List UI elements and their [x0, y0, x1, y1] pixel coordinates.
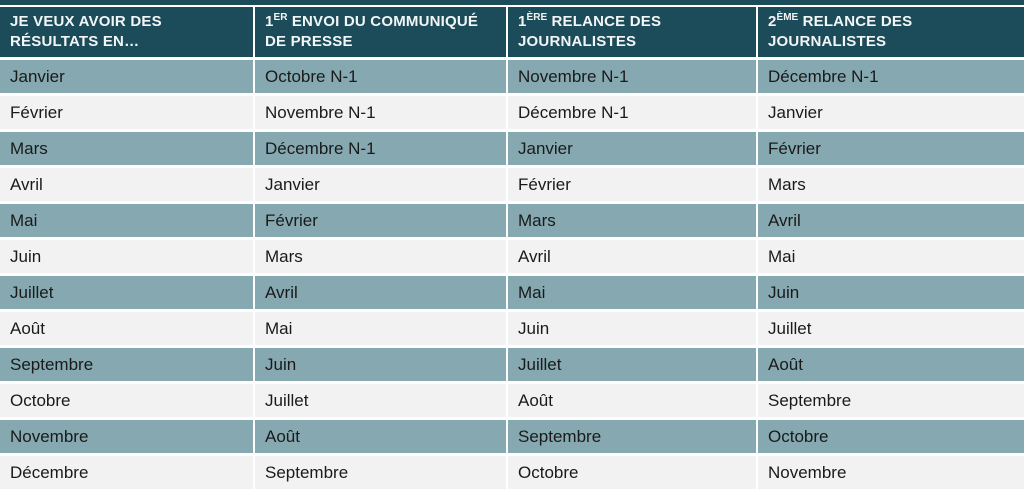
table-top-border	[0, 0, 1024, 5]
cell-result-month: Octobre	[0, 384, 255, 420]
header-text: 2	[768, 13, 777, 30]
cell-result-month: Juillet	[0, 276, 255, 312]
header-text: 1	[518, 13, 527, 30]
column-header-second-followup: 2ÈME RELANCE DES JOURNALISTES	[758, 7, 1024, 60]
cell-second-followup: Août	[758, 348, 1024, 384]
cell-first-followup: Mai	[508, 276, 758, 312]
header-superscript: ER	[273, 12, 288, 23]
table-row: Décembre Septembre Octobre Novembre	[0, 456, 1024, 492]
cell-first-followup: Février	[508, 168, 758, 204]
column-header-press-release-send: 1ER ENVOI DU COMMUNIQUÉ DE PRESSE	[255, 7, 508, 60]
cell-press-release-send: Octobre N-1	[255, 60, 508, 96]
cell-second-followup: Juin	[758, 276, 1024, 312]
cell-press-release-send: Juin	[255, 348, 508, 384]
table-row: Novembre Août Septembre Octobre	[0, 420, 1024, 456]
cell-result-month: Février	[0, 96, 255, 132]
header-superscript: ÈRE	[526, 12, 548, 23]
table-row: Janvier Octobre N-1 Novembre N-1 Décembr…	[0, 60, 1024, 96]
cell-press-release-send: Novembre N-1	[255, 96, 508, 132]
cell-result-month: Septembre	[0, 348, 255, 384]
table-row: Février Novembre N-1 Décembre N-1 Janvie…	[0, 96, 1024, 132]
table-row: Août Mai Juin Juillet	[0, 312, 1024, 348]
cell-press-release-send: Mai	[255, 312, 508, 348]
table-row: Juin Mars Avril Mai	[0, 240, 1024, 276]
cell-press-release-send: Décembre N-1	[255, 132, 508, 168]
cell-second-followup: Mai	[758, 240, 1024, 276]
column-header-results-month: JE VEUX AVOIR DES RÉSULTATS EN…	[0, 7, 255, 60]
press-results-calendar-table: JE VEUX AVOIR DES RÉSULTATS EN… 1ER ENVO…	[0, 7, 1024, 492]
table-row: Juillet Avril Mai Juin	[0, 276, 1024, 312]
cell-first-followup: Mars	[508, 204, 758, 240]
cell-second-followup: Février	[758, 132, 1024, 168]
table-body: Janvier Octobre N-1 Novembre N-1 Décembr…	[0, 60, 1024, 492]
column-header-first-followup: 1ÈRE RELANCE DES JOURNALISTES	[508, 7, 758, 60]
header-superscript: ÈME	[776, 12, 799, 23]
cell-first-followup: Novembre N-1	[508, 60, 758, 96]
cell-result-month: Août	[0, 312, 255, 348]
table-row: Mars Décembre N-1 Janvier Février	[0, 132, 1024, 168]
header-text: RELANCE DES JOURNALISTES	[518, 13, 662, 50]
cell-first-followup: Juin	[508, 312, 758, 348]
table-row: Avril Janvier Février Mars	[0, 168, 1024, 204]
table-row: Septembre Juin Juillet Août	[0, 348, 1024, 384]
header-text: ENVOI DU COMMUNIQUÉ DE PRESSE	[265, 13, 479, 50]
cell-result-month: Mai	[0, 204, 255, 240]
cell-first-followup: Juillet	[508, 348, 758, 384]
cell-second-followup: Septembre	[758, 384, 1024, 420]
cell-first-followup: Décembre N-1	[508, 96, 758, 132]
header-text: 1	[265, 13, 274, 30]
cell-press-release-send: Juillet	[255, 384, 508, 420]
cell-second-followup: Juillet	[758, 312, 1024, 348]
cell-result-month: Juin	[0, 240, 255, 276]
table-row: Octobre Juillet Août Septembre	[0, 384, 1024, 420]
cell-result-month: Avril	[0, 168, 255, 204]
cell-press-release-send: Avril	[255, 276, 508, 312]
cell-first-followup: Octobre	[508, 456, 758, 492]
cell-result-month: Janvier	[0, 60, 255, 96]
header-text: JE VEUX AVOIR DES RÉSULTATS EN…	[10, 13, 162, 50]
table-row: Mai Février Mars Avril	[0, 204, 1024, 240]
cell-second-followup: Novembre	[758, 456, 1024, 492]
cell-first-followup: Avril	[508, 240, 758, 276]
cell-press-release-send: Février	[255, 204, 508, 240]
table-header: JE VEUX AVOIR DES RÉSULTATS EN… 1ER ENVO…	[0, 7, 1024, 60]
cell-result-month: Novembre	[0, 420, 255, 456]
cell-second-followup: Avril	[758, 204, 1024, 240]
cell-first-followup: Septembre	[508, 420, 758, 456]
cell-first-followup: Août	[508, 384, 758, 420]
cell-first-followup: Janvier	[508, 132, 758, 168]
cell-result-month: Décembre	[0, 456, 255, 492]
header-text: RELANCE DES JOURNALISTES	[768, 13, 913, 50]
header-row: JE VEUX AVOIR DES RÉSULTATS EN… 1ER ENVO…	[0, 7, 1024, 60]
cell-press-release-send: Janvier	[255, 168, 508, 204]
cell-result-month: Mars	[0, 132, 255, 168]
cell-press-release-send: Septembre	[255, 456, 508, 492]
cell-press-release-send: Mars	[255, 240, 508, 276]
cell-press-release-send: Août	[255, 420, 508, 456]
cell-second-followup: Décembre N-1	[758, 60, 1024, 96]
cell-second-followup: Mars	[758, 168, 1024, 204]
cell-second-followup: Octobre	[758, 420, 1024, 456]
cell-second-followup: Janvier	[758, 96, 1024, 132]
